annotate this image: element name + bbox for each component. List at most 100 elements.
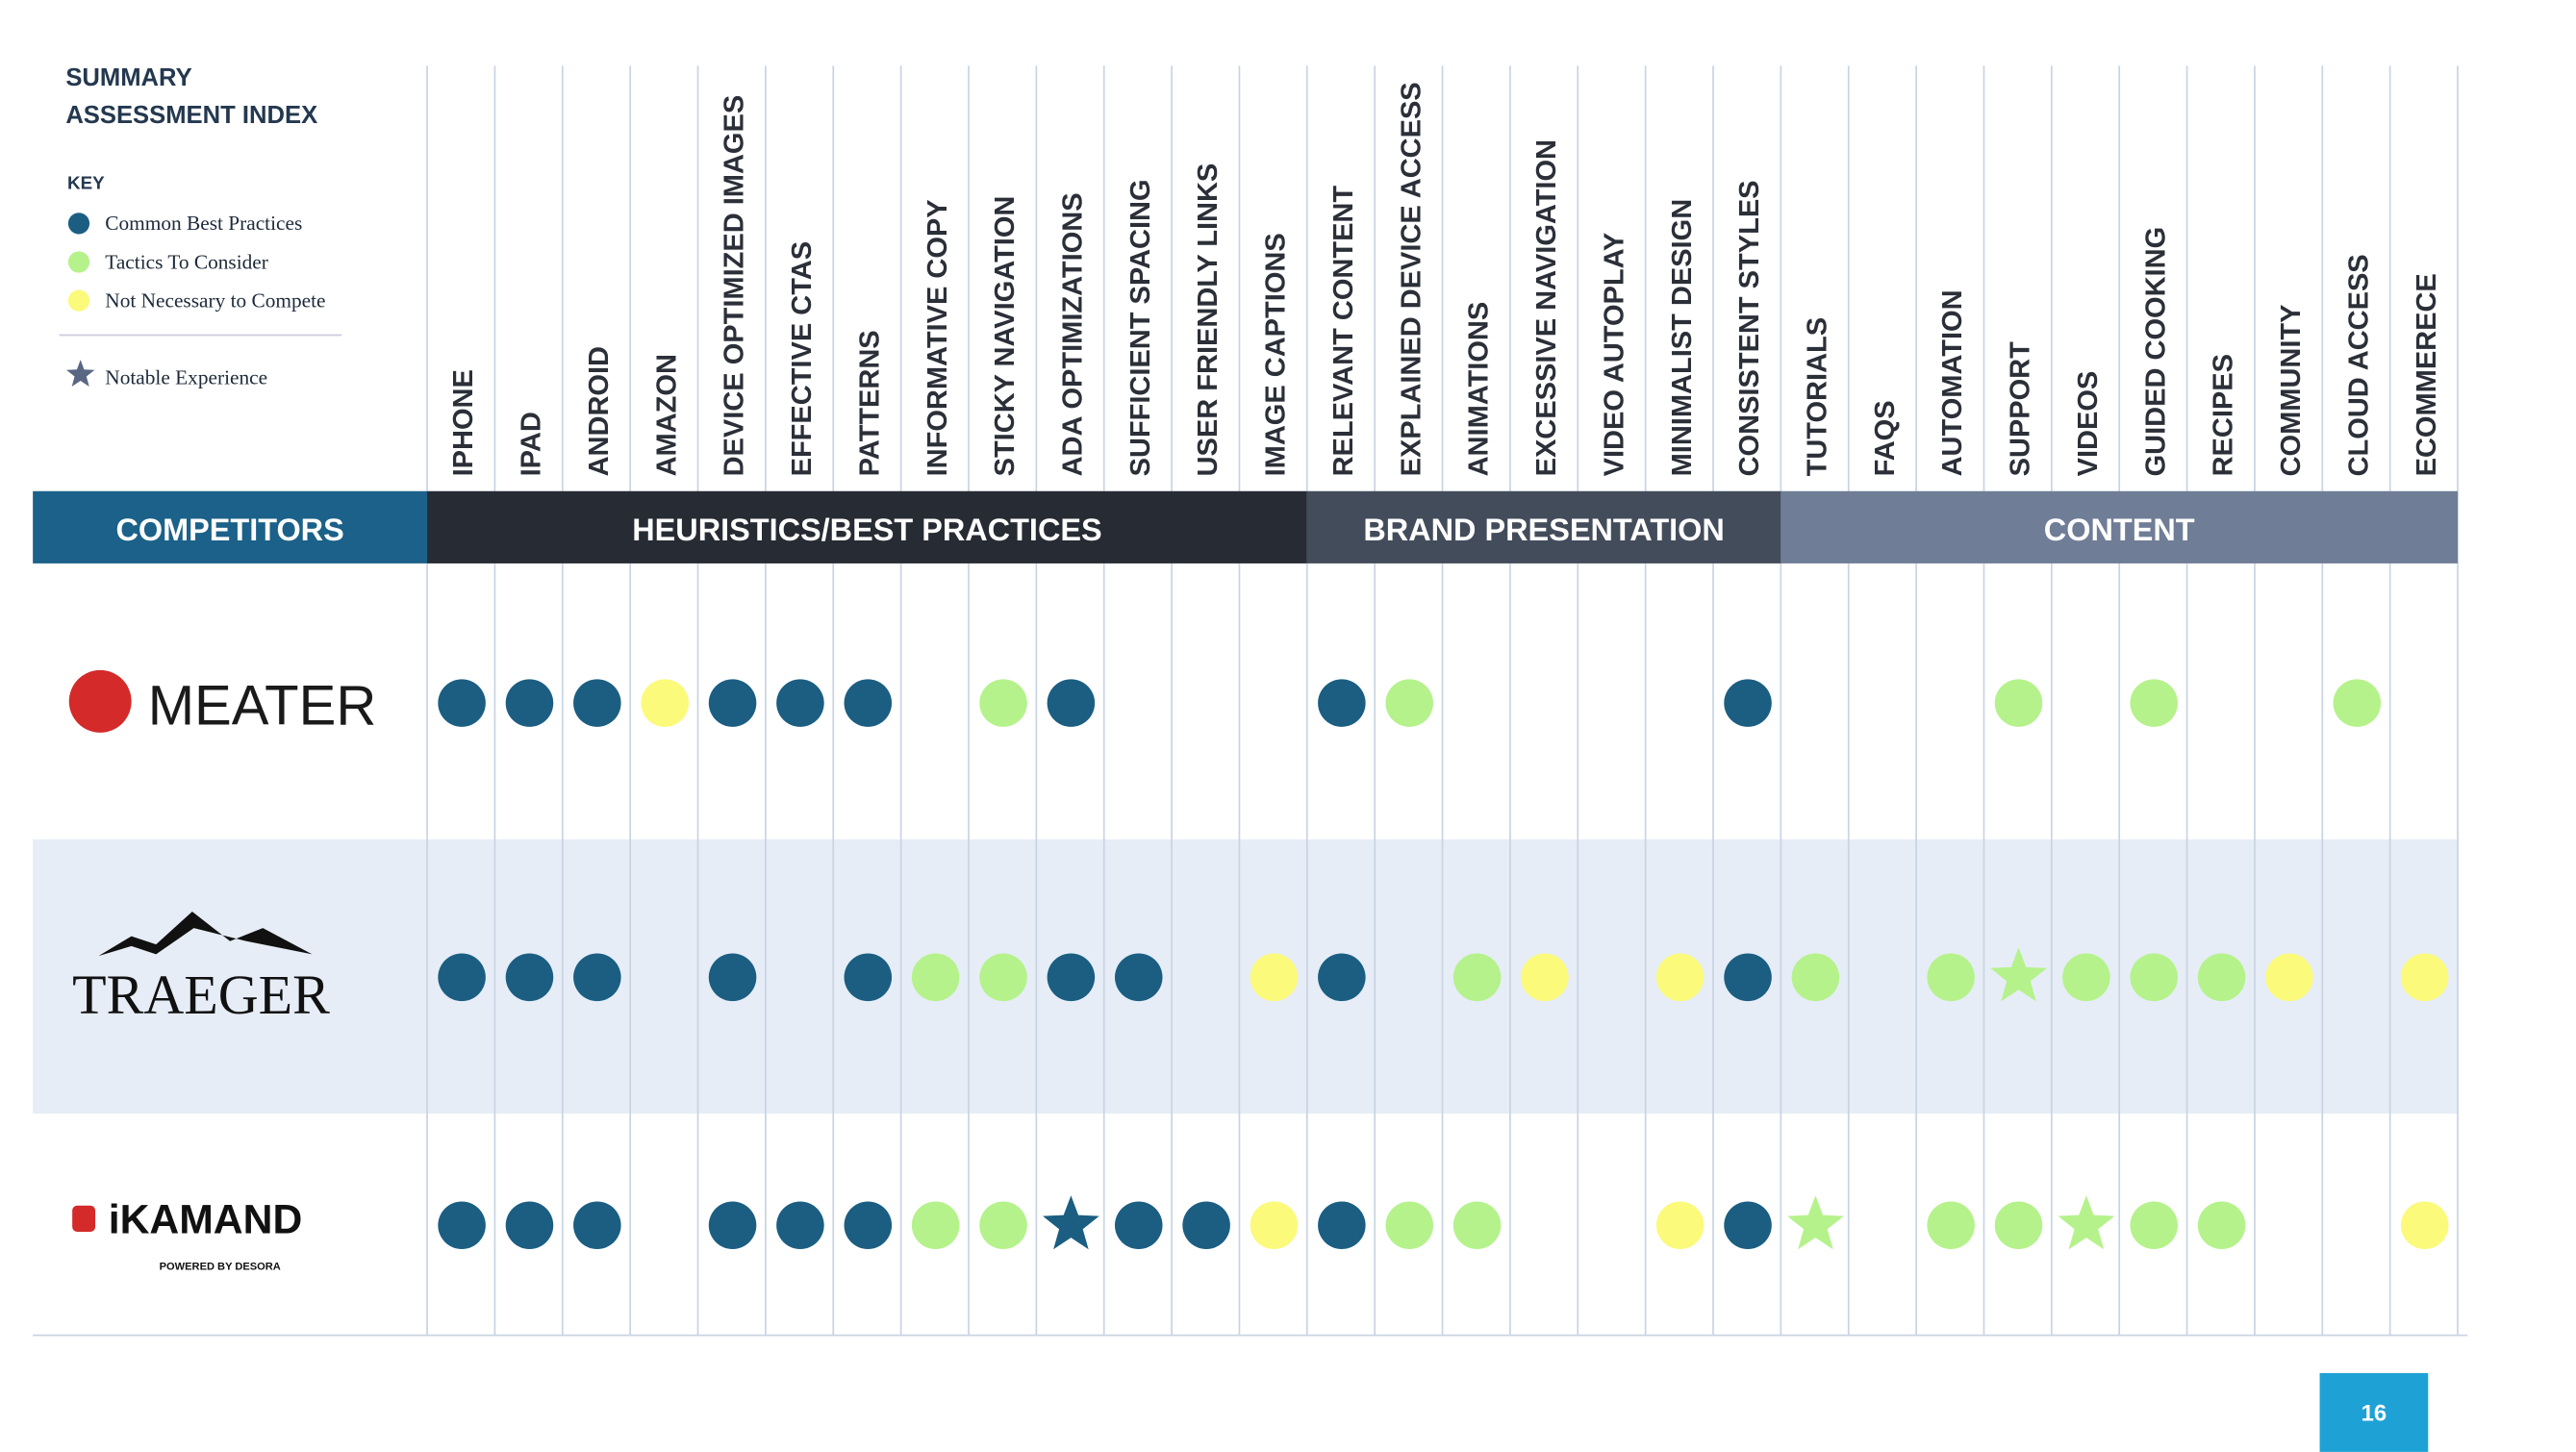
column-header: IPHONE xyxy=(448,369,479,476)
column-header: ANIMATIONS xyxy=(1464,302,1495,477)
assessment-dot xyxy=(1250,1201,1299,1249)
assessment-dot xyxy=(438,679,486,727)
page-number-box xyxy=(2319,1372,2429,1452)
column-header: PATTERNS xyxy=(854,330,885,476)
assessment-dot xyxy=(438,1201,486,1249)
assessment-dot xyxy=(2265,953,2313,1002)
column-header: AUTOMATION xyxy=(1937,289,1968,476)
title-line: ASSESSMENT INDEX xyxy=(65,102,317,129)
column-header: RELEVANT CONTENT xyxy=(1328,186,1359,477)
assessment-dot xyxy=(1452,953,1502,1002)
assessment-dot xyxy=(505,679,554,727)
assessment-dot xyxy=(2197,953,2246,1002)
assessment-dot xyxy=(911,1201,960,1249)
column-header: GUIDED COOKING xyxy=(2140,227,2171,477)
assessment-dot xyxy=(1724,679,1772,727)
assessment-dot xyxy=(1114,953,1163,1002)
assessment-dot xyxy=(573,679,621,727)
key-title: KEY xyxy=(67,173,105,193)
column-header: FAQS xyxy=(1870,400,1901,476)
column-header: IPAD xyxy=(517,412,547,476)
column-header: CONSISTENT STYLES xyxy=(1734,180,1765,476)
group-header xyxy=(1306,490,1781,563)
assessment-dot xyxy=(2400,1201,2449,1249)
assessment-dot xyxy=(1994,1201,2043,1249)
competitor-tagline: POWERED BY DESORA xyxy=(160,1261,281,1272)
assessment-dot xyxy=(708,679,757,727)
notable-star xyxy=(1990,947,2047,1002)
competitor-name: iKAMAND xyxy=(109,1197,303,1243)
logo-mountains xyxy=(98,911,313,957)
column-header: AMAZON xyxy=(651,354,682,476)
assessment-dot xyxy=(2400,953,2449,1002)
column-header: STICKY NAVIGATION xyxy=(990,196,1021,477)
group-label: COMPETITORS xyxy=(115,513,343,547)
assessment-dot xyxy=(1521,953,1569,1002)
group-header xyxy=(1780,490,2459,563)
key-label: Not Necessary to Compete xyxy=(105,288,325,312)
assessment-dot xyxy=(1385,1201,1433,1249)
assessment-dot xyxy=(573,1201,621,1249)
assessment-dot xyxy=(708,1201,757,1249)
assessment-dot xyxy=(1994,679,2043,727)
assessment-dot xyxy=(67,213,90,235)
assessment-dot xyxy=(1791,953,1840,1002)
column-header: CLOUD ACCESS xyxy=(2343,254,2374,476)
assessment-dot xyxy=(2130,1201,2179,1249)
row-shade xyxy=(33,839,2459,1114)
assessment-dot xyxy=(844,679,893,727)
column-header: USER FRIENDLY LINKS xyxy=(1193,163,1224,477)
assessment-dot xyxy=(1724,953,1772,1002)
key-star xyxy=(65,360,95,387)
column-header: SUPPORT xyxy=(2006,341,2036,477)
logo-icon xyxy=(72,1205,96,1233)
assessment-dot xyxy=(2130,953,2179,1002)
column-header: EXCESSIVE NAVIGATION xyxy=(1531,139,1562,476)
column-header: VIDEO AUTOPLAY xyxy=(1599,233,1629,477)
notable-star xyxy=(1043,1195,1099,1250)
key-label: Notable Experience xyxy=(105,366,267,389)
assessment-dot xyxy=(1318,679,1366,727)
assessment-dot xyxy=(1655,953,1705,1002)
assessment-dot xyxy=(1047,679,1096,727)
assessment-dot xyxy=(505,953,554,1002)
column-header: VIDEOS xyxy=(2073,371,2104,477)
column-header: EXPLAINED DEVICE ACCESS xyxy=(1396,82,1427,476)
column-header: ECOMMERECE xyxy=(2412,273,2442,476)
column-header: ANDROID xyxy=(584,346,615,476)
assessment-dot xyxy=(2062,953,2110,1002)
group-label: CONTENT xyxy=(2044,513,2195,547)
assessment-dot xyxy=(1250,953,1299,1002)
group-header xyxy=(33,490,428,563)
assessment-dot xyxy=(67,289,90,312)
assessment-dot xyxy=(979,679,1027,727)
notable-star xyxy=(2058,1195,2115,1250)
title-line: SUMMARY xyxy=(65,64,191,91)
assessment-dot xyxy=(2130,679,2179,727)
assessment-dot xyxy=(708,953,757,1002)
assessment-dot xyxy=(1047,953,1096,1002)
column-header: TUTORIALS xyxy=(1803,317,1833,476)
assessment-dot xyxy=(1724,1201,1772,1249)
logo-icon xyxy=(68,669,132,733)
column-header: COMMUNITY xyxy=(2276,304,2307,476)
assessment-dot xyxy=(1452,1201,1502,1249)
column-header: RECIPES xyxy=(2209,354,2239,476)
assessment-dot xyxy=(911,953,960,1002)
assessment-dot xyxy=(1927,953,1975,1002)
assessment-dot xyxy=(1385,679,1433,727)
assessment-dot xyxy=(979,953,1027,1002)
assessment-dot xyxy=(1318,953,1366,1002)
assessment-dot xyxy=(641,679,689,727)
group-header xyxy=(427,490,1307,563)
assessment-dot xyxy=(979,1201,1027,1249)
assessment-dot xyxy=(776,679,824,727)
column-header: MINIMALIST DESIGN xyxy=(1667,199,1698,477)
notable-star xyxy=(1787,1195,1844,1250)
key-label: Tactics To Consider xyxy=(105,250,268,273)
assessment-dot xyxy=(2197,1201,2246,1249)
assessment-dot xyxy=(573,953,621,1002)
assessment-dot xyxy=(1927,1201,1975,1249)
column-header: EFFECTIVE CTAS xyxy=(787,241,818,476)
